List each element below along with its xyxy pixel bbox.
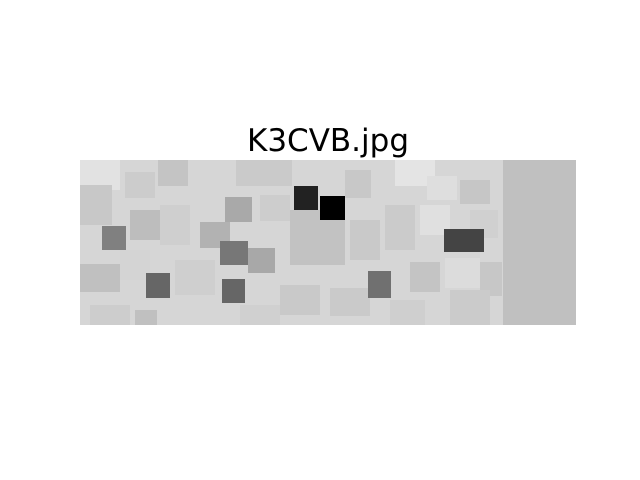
image-title: K3CVB.jpg: [247, 123, 409, 159]
image: [80, 160, 576, 325]
